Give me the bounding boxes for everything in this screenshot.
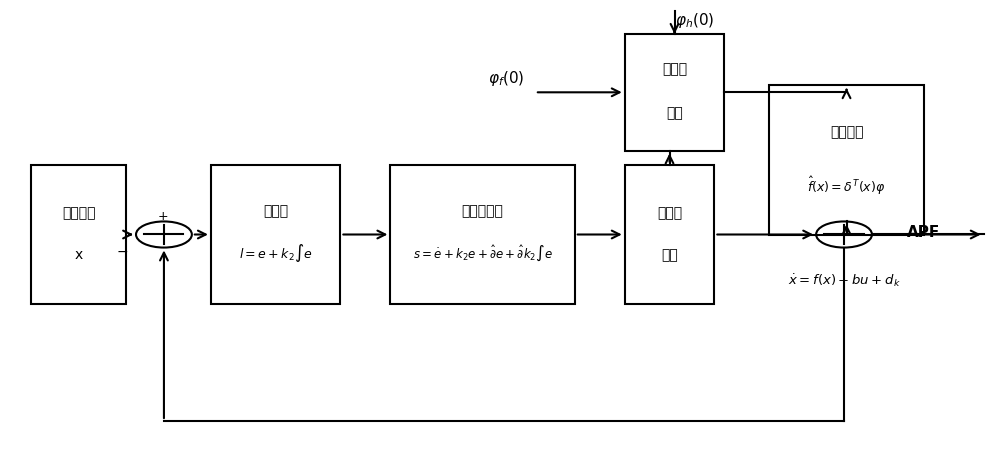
Bar <box>625 165 714 304</box>
Text: 模糊控制: 模糊控制 <box>830 125 863 139</box>
Text: 高阶滑模面: 高阶滑模面 <box>462 204 503 218</box>
Text: 控制: 控制 <box>666 106 683 120</box>
Bar <box>31 165 126 304</box>
Bar <box>625 34 724 151</box>
Text: $\varphi_h(0)$: $\varphi_h(0)$ <box>675 10 714 30</box>
Text: 滑模面: 滑模面 <box>263 204 288 218</box>
Text: 线性化: 线性化 <box>657 206 682 220</box>
Text: x: x <box>75 249 83 263</box>
Text: −: − <box>116 244 128 258</box>
Text: 自适应: 自适应 <box>662 62 687 76</box>
Text: $\dot{x}=f(x)+bu+d_k$: $\dot{x}=f(x)+bu+d_k$ <box>788 273 900 289</box>
Bar <box>211 165 340 304</box>
Text: APF: APF <box>907 225 940 240</box>
Text: $\hat{f}(x)=\delta^T(x)\varphi$: $\hat{f}(x)=\delta^T(x)\varphi$ <box>807 174 886 197</box>
Text: $\varphi_f(0)$: $\varphi_f(0)$ <box>488 69 525 88</box>
Bar <box>769 85 924 234</box>
Text: +: + <box>158 211 169 223</box>
Bar <box>390 165 575 304</box>
Text: 参考电流: 参考电流 <box>62 206 95 220</box>
Text: $s=\dot{e}+k_2e+\hat{\partial}e+\hat{\partial}k_2\int e$: $s=\dot{e}+k_2e+\hat{\partial}e+\hat{\pa… <box>413 243 552 263</box>
Text: 反馈: 反馈 <box>661 249 678 263</box>
Text: $l=e+k_2\int e$: $l=e+k_2\int e$ <box>239 242 312 264</box>
